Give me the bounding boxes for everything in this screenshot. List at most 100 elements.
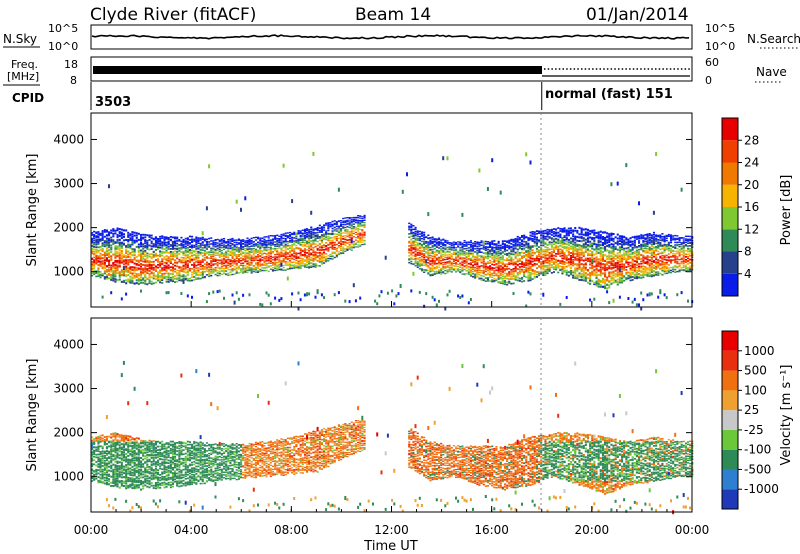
heatmap-cell [616,278,619,281]
heatmap-cell [271,261,274,264]
heatmap-cell [352,219,355,221]
heatmap-cell [431,273,434,276]
heatmap-cell [244,259,247,261]
heatmap-cell [284,269,287,271]
heatmap-cell [416,243,419,246]
heatmap-cell [540,247,543,249]
heatmap-cell [491,258,494,260]
heatmap-cell [254,250,257,252]
heatmap-cell [621,277,624,280]
heatmap-speck [248,256,251,261]
heatmap-cell [329,255,332,258]
heatmap-cell [195,241,198,244]
heatmap-cell [493,256,496,258]
heatmap-cell [154,281,157,284]
heatmap-cell [450,243,453,245]
heatmap-cell [584,266,587,269]
heatmap-cell [491,267,494,269]
heatmap-cell [289,250,292,252]
heatmap-cell [335,237,338,240]
heatmap-cell [137,243,140,246]
heatmap-cell [410,226,413,229]
heatmap-cell [199,249,202,252]
heatmap-cell [591,245,594,248]
heatmap-cell [335,247,338,249]
heatmap-cell [314,264,317,266]
heatmap-cell [180,251,183,253]
heatmap-cell [344,235,347,237]
heatmap-cell [97,273,100,276]
heatmap-cell [310,237,313,239]
heatmap-cell [195,274,198,276]
heatmap-cell [140,279,143,282]
heatmap-cell [350,237,353,239]
heatmap-cell [197,261,200,264]
heatmap-cell [531,238,534,240]
heatmap-cell [584,249,587,252]
heatmap-cell [572,238,575,240]
heatmap-ground-speck [267,293,270,297]
heatmap-cell [354,231,357,233]
heatmap-cell [482,275,485,277]
heatmap-cell [495,255,498,257]
heatmap-cell [97,275,100,277]
heatmap-cell [137,272,140,275]
heatmap-cell [463,244,466,246]
heatmap-cell [333,238,336,240]
heatmap-cell [299,261,302,264]
heatmap-cell [105,230,108,233]
heatmap-cell [193,262,196,264]
heatmap-cell [257,246,260,248]
heatmap-cell [289,254,292,256]
heatmap-cell [150,265,153,267]
heatmap-cell [161,250,164,253]
heatmap-cell [286,236,289,238]
heatmap-cell [348,246,351,248]
heatmap-cell [555,255,558,257]
heatmap-cell [527,242,530,245]
heatmap-cell [220,273,223,275]
heatmap-cell [550,238,553,241]
heatmap-cell [108,234,111,237]
heatmap-cell [503,246,506,248]
heatmap-cell [510,269,513,271]
heatmap-cell [412,225,415,227]
heatmap-cell [518,241,521,244]
heatmap-cell [582,228,585,231]
heatmap-cell [455,265,458,267]
heatmap-cell [133,276,136,279]
heatmap-cell [114,278,117,281]
heatmap-cell [580,273,583,275]
heatmap-cell [142,255,145,258]
heatmap-cell [493,250,496,253]
heatmap-cell [167,278,170,281]
heatmap-cell [248,240,251,243]
heatmap-cell [531,254,534,257]
heatmap-cell [614,281,617,283]
heatmap-cell [184,251,187,254]
heatmap-cell [271,244,274,246]
heatmap-cell [599,284,602,287]
heatmap-cell [182,250,185,253]
heatmap-cell [503,243,506,245]
heatmap-cell [259,268,262,271]
heatmap-cell [567,232,570,235]
heatmap-cell [433,259,436,262]
heatmap-cell [205,252,208,255]
heatmap-cell [101,242,104,245]
heatmap-cell [320,239,323,242]
heatmap-cell [493,254,496,257]
heatmap-cell [448,255,451,257]
heatmap-cell [529,255,532,258]
heatmap-cell [559,230,562,232]
heatmap-cell [248,254,251,256]
heatmap-cell [195,272,198,275]
heatmap-cell [455,261,458,264]
heatmap-cell [337,233,340,236]
heatmap-cell [310,246,313,249]
heatmap-cell [225,260,228,262]
heatmap-cell [103,277,106,280]
heatmap-cell [148,234,151,237]
heatmap-cell [440,257,443,259]
heatmap-cell [542,265,545,267]
